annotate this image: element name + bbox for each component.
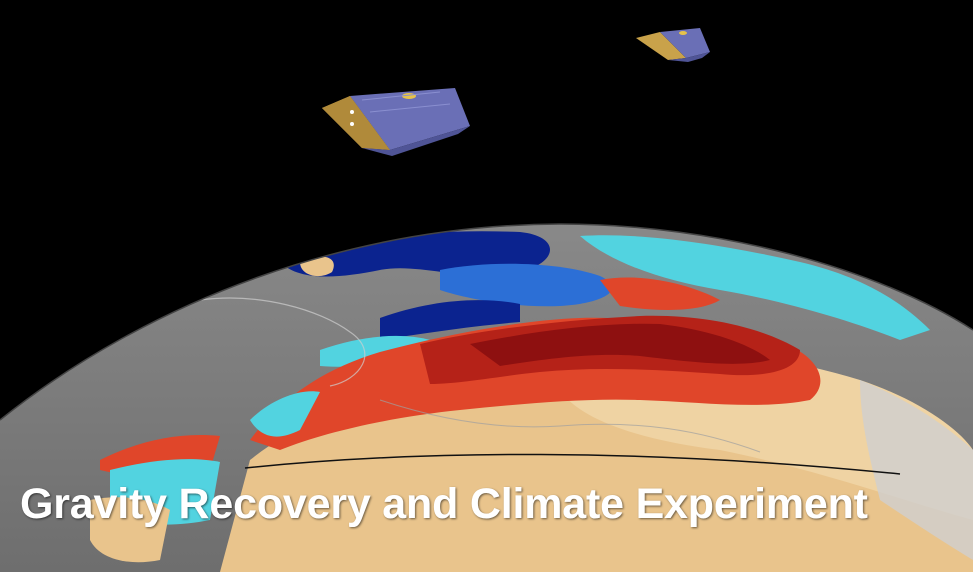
satellite-icon	[322, 88, 470, 156]
satellite-icon	[636, 28, 710, 62]
caption-title: Gravity Recovery and Climate Experiment	[20, 480, 868, 528]
